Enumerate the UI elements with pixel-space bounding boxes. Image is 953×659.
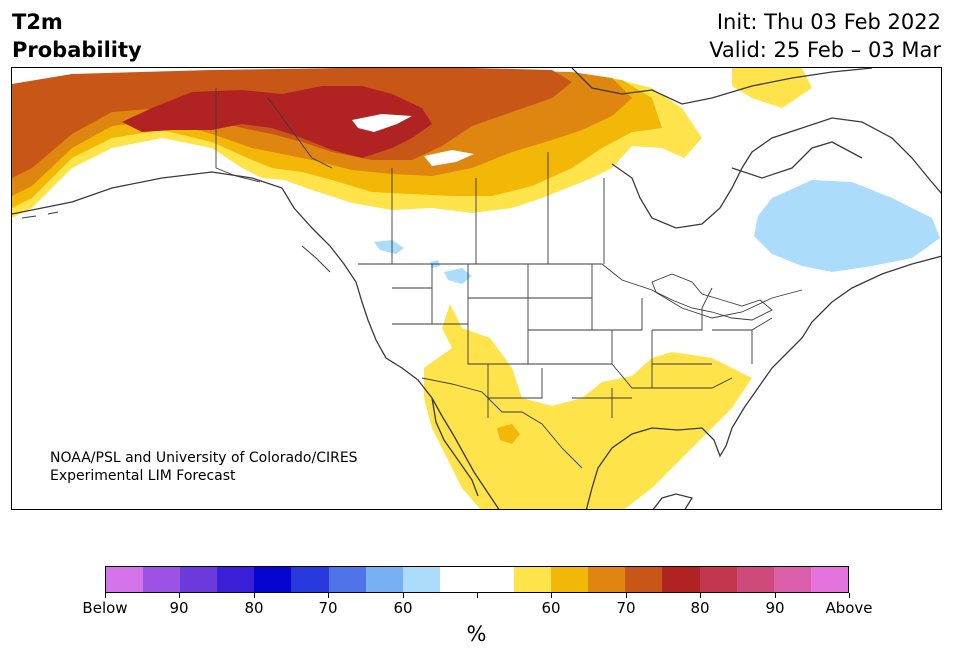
colorbar-segment [736, 567, 774, 592]
vancouver-island [301, 245, 331, 273]
init-date: Init: Thu 03 Feb 2022 [716, 10, 941, 34]
colorbar-tick [775, 593, 776, 598]
colorbar-segment [365, 567, 403, 592]
colorbar-segment [291, 567, 329, 592]
colorbar-tick [477, 593, 478, 598]
colorbar-tick-label: 90 [169, 599, 189, 617]
colorbar-tick-label: 80 [244, 599, 264, 617]
colorbar-ticks: Below 90 80 70 60 60 70 80 90 Above [82, 593, 873, 623]
colorbar-segment [810, 567, 848, 592]
borders [215, 88, 803, 469]
colorbar-tick [551, 593, 552, 598]
us-canada [358, 263, 803, 319]
colorbar-tick [179, 593, 180, 598]
colorbar-segment [254, 567, 292, 592]
baja [431, 397, 479, 497]
colorbar-tick-label: Above [825, 599, 873, 617]
warm-65-spot [497, 424, 520, 444]
aleutian-hint [21, 211, 59, 219]
cool-60-alberta [444, 268, 472, 284]
colorbar-tick [403, 593, 404, 598]
cool-60-bc [374, 240, 404, 254]
credit-text: NOAA/PSL and University of Colorado/CIRE… [50, 449, 358, 485]
colorbar-segment [180, 567, 218, 592]
colorbar-tick [626, 593, 627, 598]
colorbar-tick-label: 80 [690, 599, 710, 617]
chart-title: T2m Probability [12, 8, 142, 64]
great-lakes [651, 273, 773, 321]
baffin [731, 141, 863, 179]
colorbar-segment [699, 567, 737, 592]
map-canvas [12, 68, 941, 509]
variable-name: T2m [12, 10, 63, 34]
west-coast [12, 171, 500, 509]
colorbar-segment [551, 567, 589, 592]
great-slave-lake [424, 150, 474, 166]
labrador [801, 117, 941, 194]
us-states [392, 264, 773, 418]
colorbar-segment [476, 567, 515, 592]
forecast-dates: Init: Thu 03 Feb 2022 Valid: 25 Feb – 03… [709, 8, 941, 64]
colorbar-segment [106, 567, 144, 592]
forecast-map: NOAA/PSL and University of Colorado/CIRE… [11, 67, 942, 510]
colorbar-tick [105, 593, 106, 598]
us-mexico [421, 377, 583, 469]
warm-80 [122, 86, 432, 158]
colorbar-segment [588, 567, 626, 592]
colorbar-tick [254, 593, 255, 598]
arctic-islands [571, 68, 873, 105]
gulf-coast [585, 255, 941, 509]
cool-60-quebec [754, 180, 940, 272]
colorbar-tick [849, 593, 850, 598]
credit-line-2: Experimental LIM Forecast [50, 468, 236, 484]
warm-60-south [424, 304, 752, 509]
colorbar-segment [773, 567, 811, 592]
colorbar-segment [217, 567, 255, 592]
colorbar-tick [700, 593, 701, 598]
hudson-bay [611, 127, 803, 229]
colorbar-segment [143, 567, 181, 592]
alaska-canada [215, 88, 261, 183]
colorbar-tick-label: 70 [616, 599, 636, 617]
great-bear-lake [352, 114, 412, 132]
colorbar-tick-label: 90 [765, 599, 785, 617]
credit-line-1: NOAA/PSL and University of Colorado/CIRE… [50, 450, 358, 466]
product-kind: Probability [12, 38, 142, 62]
colorbar-tick-label: Below [82, 599, 128, 617]
canada-provinces [267, 97, 605, 264]
colorbar-tick-label: 70 [318, 599, 338, 617]
colorbar-tick [328, 593, 329, 598]
probability-colorbar [105, 566, 849, 593]
colorbar-unit: % [466, 622, 487, 646]
colorbar-segment [514, 567, 552, 592]
colorbar-segment [662, 567, 700, 592]
islands [21, 211, 331, 273]
colorbar-segment [439, 567, 477, 592]
colorbar-segment [625, 567, 663, 592]
coastlines [12, 68, 941, 509]
valid-range: Valid: 25 Feb – 03 Mar [709, 38, 941, 62]
colorbar-segment [402, 567, 440, 592]
yucatan [652, 493, 694, 509]
colorbar-segment [328, 567, 366, 592]
colorbar-tick-label: 60 [541, 599, 561, 617]
colorbar-tick-label: 60 [393, 599, 413, 617]
